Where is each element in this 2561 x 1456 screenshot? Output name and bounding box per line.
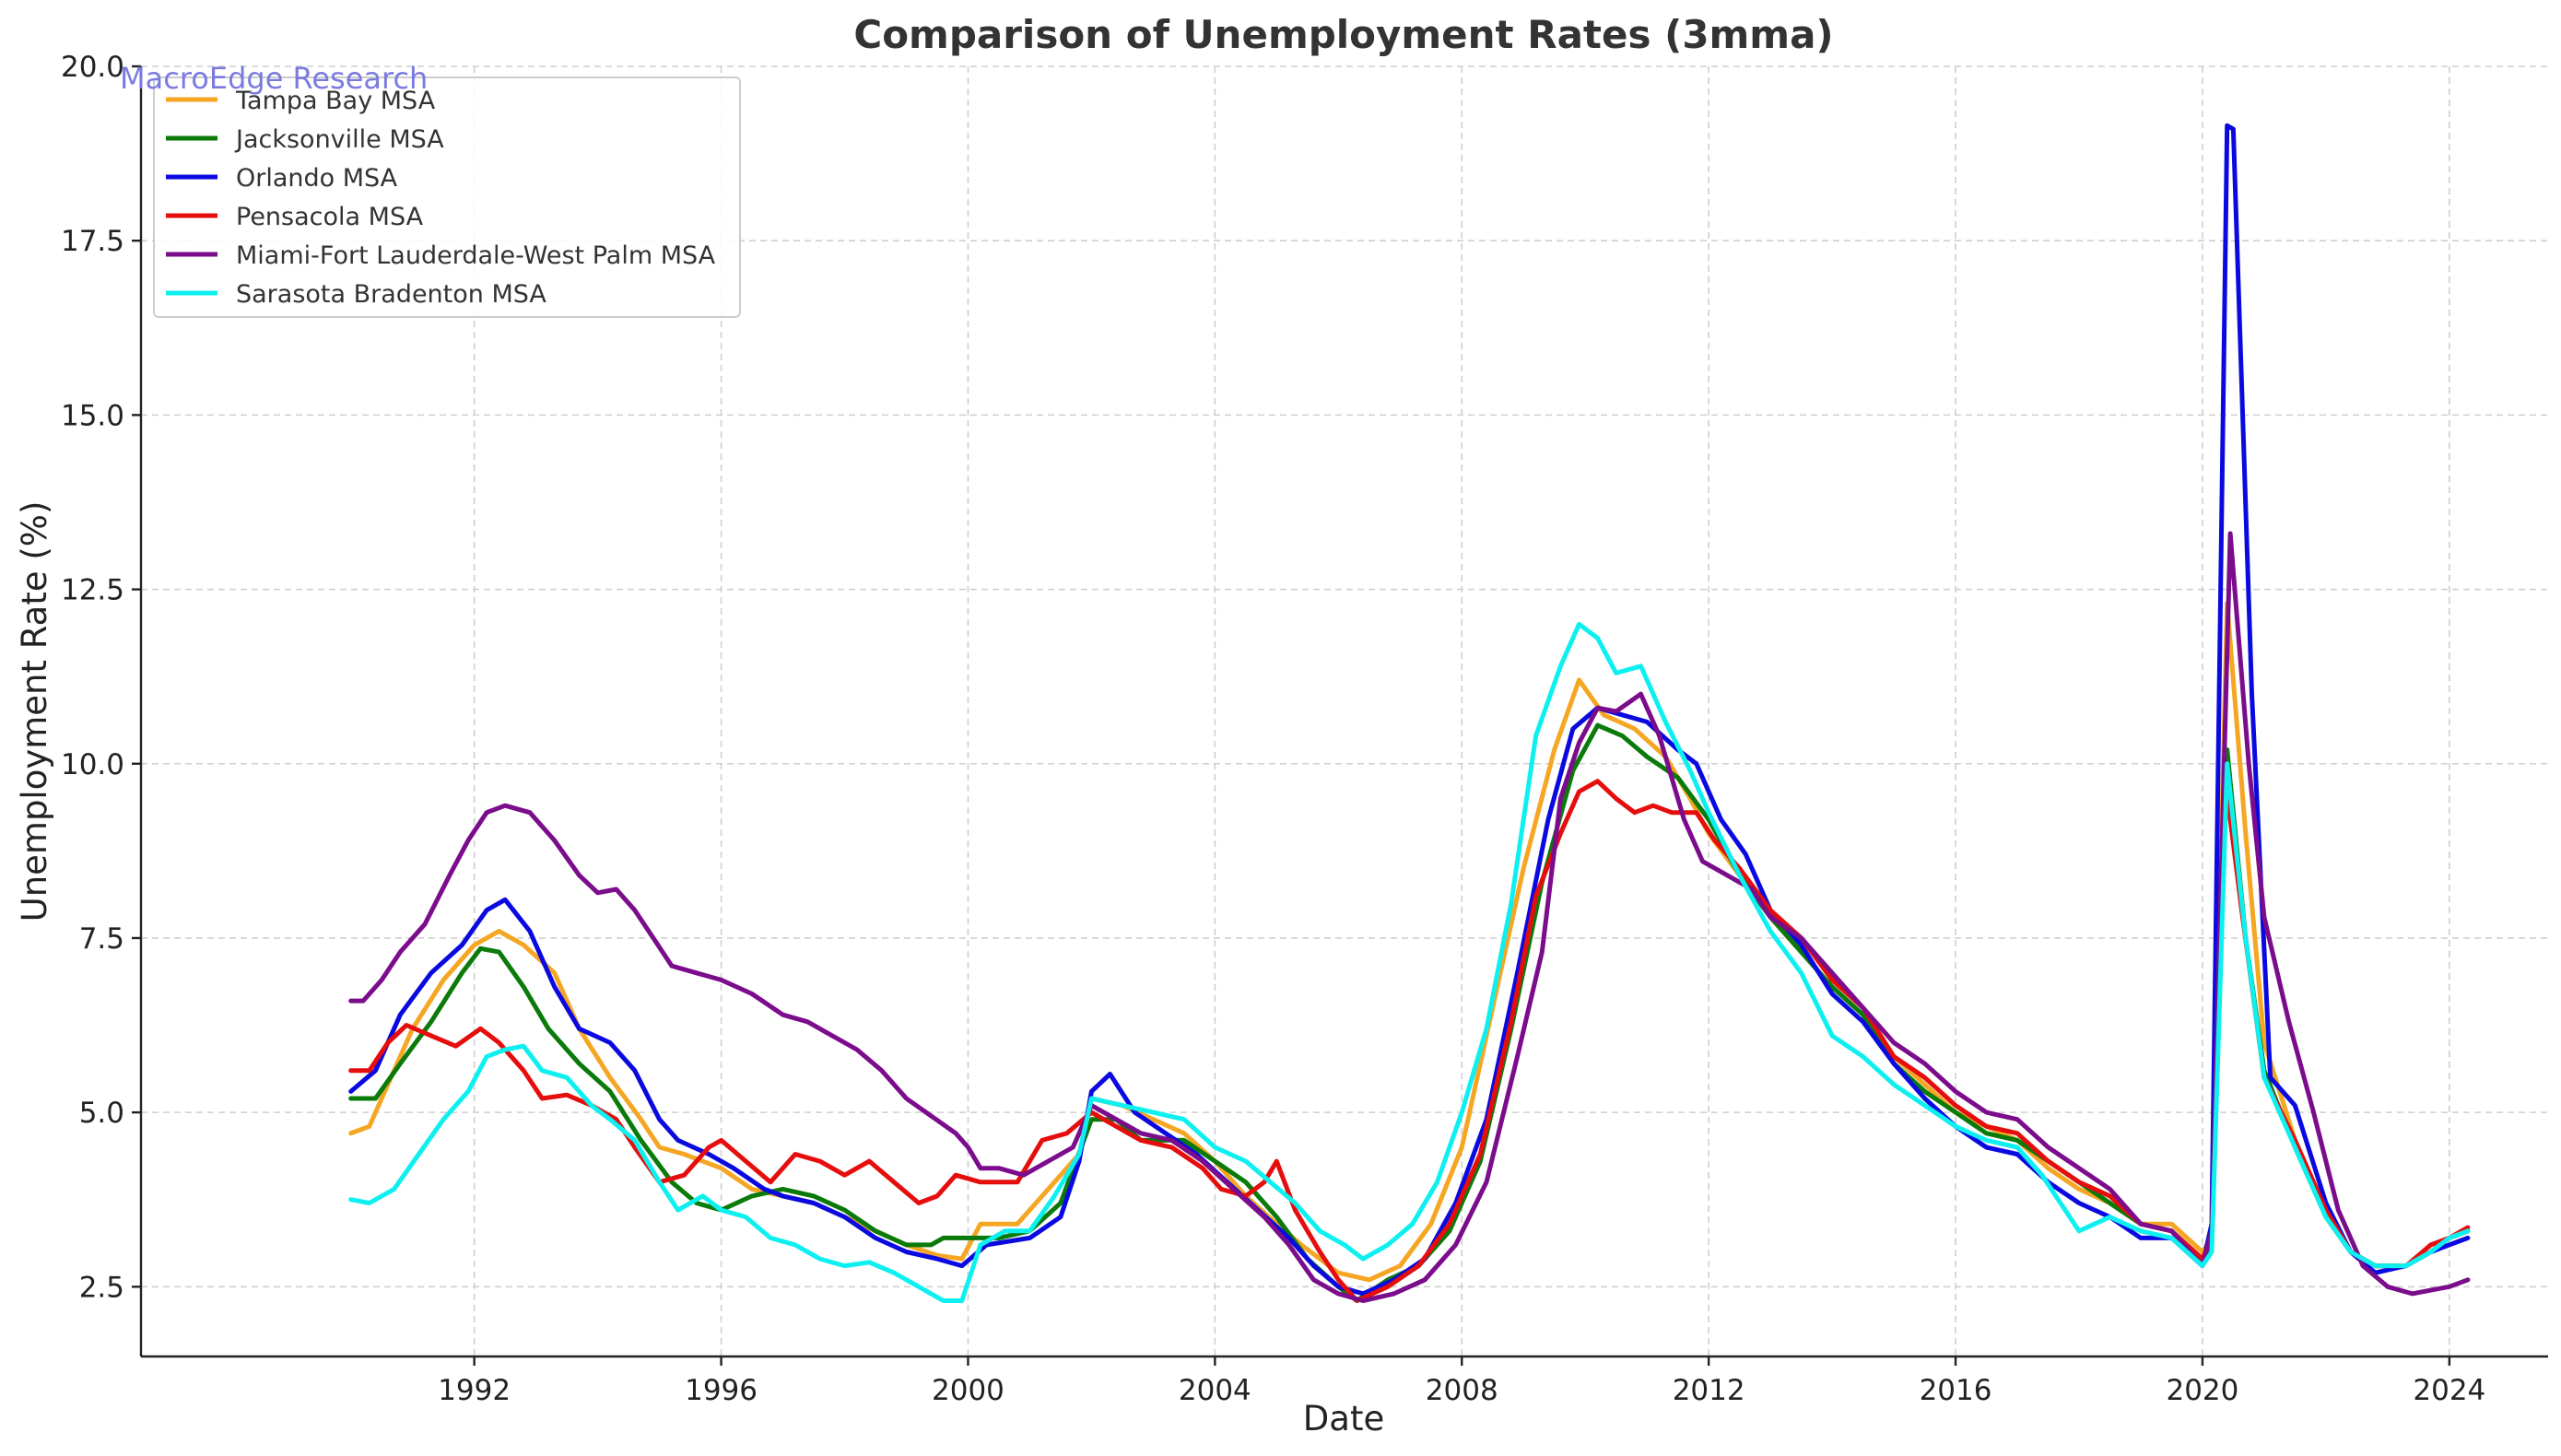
x-tick-label: 2004 <box>1179 1374 1251 1407</box>
x-axis-label: Date <box>1303 1399 1384 1438</box>
x-tick-label: 2020 <box>2166 1374 2238 1407</box>
x-tick-label: 2000 <box>932 1374 1004 1407</box>
legend-label-pensacola-msa: Pensacola MSA <box>236 203 424 231</box>
legend-label-sarasota-bradenton-msa: Sarasota Bradenton MSA <box>236 280 546 309</box>
series-lines <box>348 123 2471 1303</box>
y-tick-label: 17.5 <box>61 225 124 258</box>
legend: Tampa Bay MSA Jacksonville MSA Orlando MSA… <box>153 76 741 318</box>
legend-label-jacksonville-msa: Jacksonville MSA <box>234 125 444 154</box>
y-tick-label: 20.0 <box>61 51 124 84</box>
x-tick-label: 1996 <box>685 1374 758 1407</box>
x-tick-label: 2008 <box>1426 1374 1498 1407</box>
legend-box <box>153 76 741 318</box>
series-line-sarasota-bradenton-msa <box>348 621 2471 1303</box>
y-tick-label: 7.5 <box>79 922 124 956</box>
y-tick-label: 2.5 <box>79 1271 124 1304</box>
y-axis-ticks: 2.5 5.0 7.5 10.0 12.5 15.0 17.5 20.0 <box>61 51 141 1304</box>
y-tick-label: 10.0 <box>61 748 124 781</box>
y-tick-label: 5.0 <box>79 1097 124 1130</box>
chart-title: Comparison of Unemployment Rates (3mma) <box>853 12 1833 57</box>
watermark-text: MacroEdge Research <box>120 61 428 96</box>
series-line-tampa-bay-msa <box>348 601 2471 1283</box>
x-tick-label: 2024 <box>2413 1374 2485 1407</box>
legend-label-orlando-msa: Orlando MSA <box>236 164 398 193</box>
x-tick-label: 2016 <box>1920 1374 1992 1407</box>
legend-label-tampa-bay-msa: Tampa Bay MSA <box>235 87 436 115</box>
legend-label-miami-fort-lauderdale-west-palm-msa: Miami-Fort Lauderdale-West Palm MSA <box>236 241 716 270</box>
series-line-jacksonville-msa <box>348 722 2471 1303</box>
y-tick-label: 12.5 <box>61 574 124 607</box>
y-tick-label: 15.0 <box>61 399 124 432</box>
series-line-miami-fort-lauderdale-west-palm-msa <box>348 531 2471 1303</box>
x-axis-ticks: 1992 1996 2000 2004 2008 2012 2016 2020 2024 <box>438 1356 2485 1407</box>
x-tick-label: 1992 <box>438 1374 511 1407</box>
y-axis-label: Unemployment Rate (%) <box>15 501 54 922</box>
x-tick-label: 2012 <box>1673 1374 1745 1407</box>
series-line-pensacola-msa <box>348 768 2471 1303</box>
